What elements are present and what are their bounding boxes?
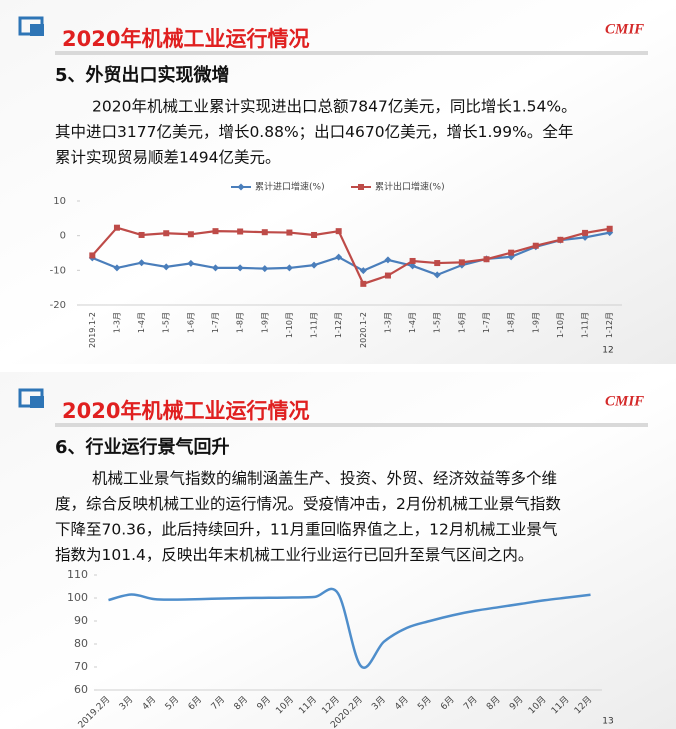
- x-tick-label: 1-7月: [211, 312, 220, 333]
- y-tick-label: 80: [74, 637, 88, 650]
- marker: [187, 259, 195, 267]
- marker: [582, 229, 589, 236]
- marker: [483, 256, 490, 263]
- x-tick-label: 1-5月: [162, 312, 171, 333]
- x-tick-label: 1-11月: [310, 312, 319, 338]
- marker: [236, 264, 244, 272]
- marker: [113, 264, 121, 272]
- marker: [384, 272, 391, 279]
- paragraph-line: 度，综合反映机械工业的运行情况。受疫情冲击，2月份机械工业景气指数: [55, 495, 561, 513]
- y-tick-label: 110: [67, 568, 88, 581]
- marker: [360, 280, 367, 287]
- slide-header: 2020年机械工业运行情况: [62, 399, 309, 423]
- page-number: 13: [602, 717, 613, 727]
- legend-marker: [237, 183, 245, 191]
- x-tick-label: 2019.1-2: [88, 312, 97, 348]
- x-tick-label: 1-6月: [186, 312, 195, 333]
- y-tick-label: -20: [50, 300, 66, 311]
- y-tick-label: 0: [60, 231, 66, 242]
- series-line: [108, 587, 591, 669]
- marker: [89, 252, 96, 259]
- marker: [162, 263, 170, 271]
- marker: [237, 228, 244, 235]
- legend-label: 累计进口增速(%): [255, 181, 325, 193]
- marker: [359, 267, 367, 275]
- x-tick-label: 1-6月: [457, 312, 466, 333]
- slide-background: [0, 0, 676, 364]
- marker: [532, 242, 539, 249]
- x-tick-label: 1-4月: [137, 312, 146, 333]
- y-tick-label: 10: [53, 196, 66, 207]
- paragraph-line: 累计实现贸易顺差1494亿美元。: [55, 149, 280, 167]
- marker: [557, 236, 564, 243]
- page-number: 12: [602, 346, 613, 356]
- x-tick-label: 1-8月: [507, 312, 516, 333]
- x-tick-label: 1-7月: [482, 312, 491, 333]
- legend-marker: [358, 184, 364, 190]
- y-tick-label: 60: [74, 683, 88, 696]
- x-tick-label: 1-8月: [236, 312, 245, 333]
- x-tick-label: 1-12月: [605, 312, 614, 338]
- paragraph-line: 下降至70.36，此后持续回升，11月重回临界值之上，12月机械工业景气: [55, 521, 557, 539]
- marker: [606, 225, 613, 232]
- marker: [261, 229, 268, 236]
- marker: [409, 257, 416, 264]
- slide-background: [0, 372, 676, 729]
- y-tick-label: 70: [74, 660, 88, 673]
- marker: [138, 231, 145, 238]
- logo: CMIF: [605, 21, 644, 37]
- legend-label: 累计出口增速(%): [375, 181, 445, 193]
- slide-header: 2020年机械工业运行情况: [62, 27, 309, 51]
- x-tick-label: 1-10月: [285, 312, 294, 338]
- x-tick-label: 1-5月: [433, 312, 442, 333]
- marker: [212, 264, 219, 272]
- marker: [310, 261, 318, 269]
- paragraph-line: 机械工业景气指数的编制涵盖生产、投资、外贸、经济效益等多个维: [92, 470, 557, 488]
- x-tick-label: 1-3月: [383, 312, 392, 333]
- slide-icon: [18, 388, 44, 408]
- y-tick-label: 100: [67, 591, 88, 604]
- marker: [285, 264, 293, 272]
- series-line: [91, 226, 610, 286]
- x-tick-label: 1-9月: [260, 312, 269, 333]
- marker: [434, 260, 441, 267]
- paragraph-line: 2020年机械工业累计实现进出口总额7847亿美元，同比增长1.54%。: [92, 98, 577, 116]
- marker: [286, 229, 293, 236]
- marker: [261, 265, 269, 273]
- paragraph-line: 其中进口3177亿美元，增长0.88%；出口4670亿美元，增长1.99%。全年: [55, 123, 573, 141]
- x-tick-label: 1-11月: [581, 312, 590, 338]
- marker: [113, 224, 120, 231]
- marker: [138, 259, 146, 267]
- marker: [335, 253, 343, 261]
- x-tick-label: 1-3月: [112, 312, 121, 333]
- marker: [311, 231, 318, 238]
- series-line: [91, 231, 610, 277]
- marker: [409, 262, 417, 270]
- marker: [187, 231, 194, 238]
- section-heading: 5、外贸出口实现微增: [55, 64, 230, 86]
- x-tick-label: 1-4月: [408, 312, 417, 333]
- marker: [458, 259, 465, 266]
- marker: [433, 271, 441, 279]
- x-tick-label: 1-12月: [334, 312, 343, 338]
- x-tick-label: 1-9月: [531, 312, 540, 333]
- y-tick-label: -10: [50, 265, 66, 276]
- marker: [384, 256, 392, 264]
- slide-icon: [18, 16, 44, 36]
- marker: [335, 228, 342, 235]
- logo: CMIF: [605, 393, 644, 409]
- x-tick-label: 2020.1-2: [359, 312, 368, 348]
- y-tick-label: 90: [74, 614, 88, 627]
- marker: [508, 249, 515, 256]
- section-heading: 6、行业运行景气回升: [55, 436, 230, 458]
- marker: [212, 228, 219, 235]
- paragraph-line: 指数为101.4，反映出年末机械工业行业运行已回升至景气区间之内。: [55, 546, 533, 564]
- x-tick-label: 1-10月: [556, 312, 565, 338]
- marker: [163, 230, 170, 237]
